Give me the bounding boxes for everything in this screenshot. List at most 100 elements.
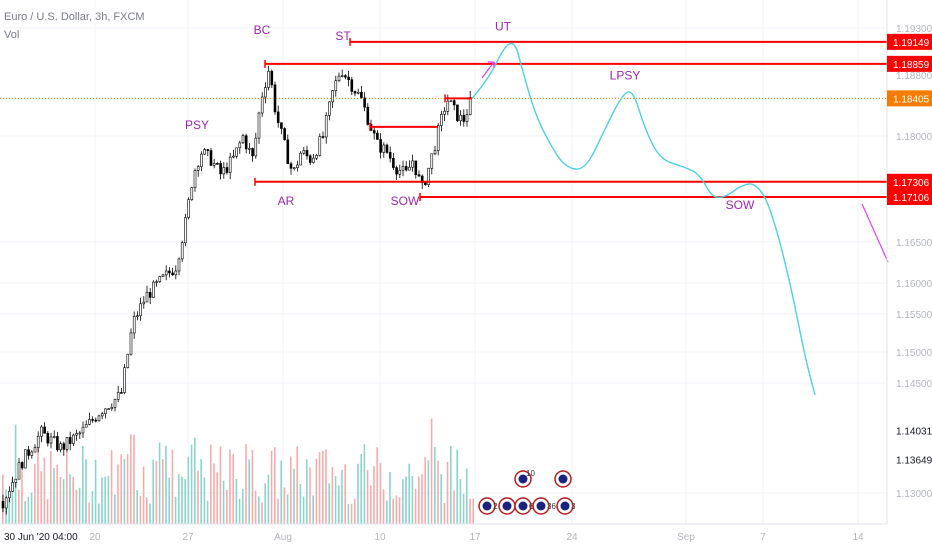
candle-body xyxy=(120,392,123,394)
last-price-box[interactable] xyxy=(887,90,932,107)
candle-body xyxy=(408,166,411,171)
volume-bar xyxy=(341,469,343,524)
volume-bar xyxy=(229,449,231,524)
annotation-label: UT xyxy=(495,19,512,33)
candle-body xyxy=(184,217,187,244)
volume-bar xyxy=(43,457,46,524)
time-tick-label: 17 xyxy=(469,532,481,543)
candle-body xyxy=(414,160,418,175)
candle-body xyxy=(110,407,114,409)
volume-legend: Vol xyxy=(4,29,19,41)
candle-body xyxy=(305,150,309,157)
volume-bar xyxy=(466,468,468,524)
candle-body xyxy=(104,408,107,414)
candle-body xyxy=(203,149,206,155)
volume-bar xyxy=(216,472,218,524)
candle-body xyxy=(209,150,213,166)
volume-bar xyxy=(309,467,311,524)
candle-body xyxy=(315,155,318,159)
candle-body xyxy=(254,137,258,157)
candle-body xyxy=(75,433,78,436)
volume-bar xyxy=(360,454,362,524)
time-tick-label: Sep xyxy=(677,532,695,543)
volume-bar xyxy=(450,446,452,524)
volume-bar xyxy=(280,460,282,524)
candle-body xyxy=(433,150,437,155)
candle-body xyxy=(449,100,453,102)
candle-body xyxy=(212,163,216,166)
price-label-box[interactable] xyxy=(887,188,932,205)
price-label-box[interactable] xyxy=(887,173,932,190)
candlestick-series xyxy=(0,65,887,515)
volume-bar xyxy=(104,476,106,524)
volume-bar xyxy=(389,472,391,524)
event-flag-icon xyxy=(536,501,546,511)
event-flag-icon xyxy=(482,501,492,511)
candle-body xyxy=(94,419,98,422)
volume-bar xyxy=(274,447,276,524)
volume-bar xyxy=(219,446,222,524)
volume-bar xyxy=(322,450,324,524)
candle-body xyxy=(20,462,24,469)
time-tick-label: Aug xyxy=(274,532,292,543)
candle-body xyxy=(161,274,165,277)
candle-body xyxy=(350,79,354,92)
candle-body xyxy=(446,100,450,112)
candle-body xyxy=(164,270,168,276)
volume-bar xyxy=(37,444,39,524)
volume-bar xyxy=(245,444,247,524)
volume-bar xyxy=(395,495,398,524)
annotation-label: LPSY xyxy=(610,69,641,83)
candle-body xyxy=(30,451,34,456)
volume-bar xyxy=(286,494,289,524)
volume-bar xyxy=(194,437,196,524)
volume-bar xyxy=(430,418,433,524)
price-label: 1.13649 xyxy=(896,456,932,467)
event-flag-icon xyxy=(502,501,512,511)
candle-body xyxy=(411,160,414,168)
volume-bar xyxy=(267,474,270,524)
volume-bar xyxy=(197,470,199,524)
candle-body xyxy=(337,75,341,81)
candle-body xyxy=(257,112,261,139)
volume-bar xyxy=(334,476,337,524)
time-axis[interactable]: 30 Jun '20 04:00 20 27 Aug 10 17 24 Sep 7 14 xyxy=(0,525,864,545)
candle-body xyxy=(196,166,200,171)
volume-bar xyxy=(315,458,318,524)
candle-body xyxy=(273,84,277,113)
price-axis[interactable]: 1.193001.188001.180001.175001.165001.160… xyxy=(887,24,932,500)
volume-bar xyxy=(110,450,113,524)
volume-bar xyxy=(328,483,330,524)
price-label-box[interactable] xyxy=(887,55,932,72)
volume-bar xyxy=(251,450,254,524)
volume-bar xyxy=(392,498,394,524)
candle-body xyxy=(65,437,69,450)
volume-bar xyxy=(270,450,273,524)
projection-path xyxy=(471,42,889,396)
candle-body xyxy=(168,270,171,274)
candle-body xyxy=(283,128,286,141)
volume-bar xyxy=(8,499,10,524)
price-tick-label: 1.19300 xyxy=(896,24,932,35)
candle-body xyxy=(292,167,296,169)
time-tick-label: 10 xyxy=(374,532,386,543)
candle-body xyxy=(286,139,290,165)
candle-body xyxy=(270,70,274,86)
price-label-box[interactable] xyxy=(887,33,932,50)
volume-bar xyxy=(469,498,471,524)
volume-bar xyxy=(446,461,449,524)
candle-body xyxy=(132,316,136,334)
price-tick-label: 1.16000 xyxy=(896,279,932,290)
event-badges[interactable]: 2 6 36 3 10 xyxy=(478,469,576,515)
candle-body xyxy=(219,163,222,175)
candle-body xyxy=(148,291,152,298)
volume-bar xyxy=(213,463,215,524)
candle-body xyxy=(152,281,155,298)
volume-bar xyxy=(120,454,122,524)
candle-body xyxy=(72,434,75,444)
candle-body xyxy=(200,153,203,167)
candle-body xyxy=(116,392,120,400)
annotation-label: PSY xyxy=(185,118,209,132)
